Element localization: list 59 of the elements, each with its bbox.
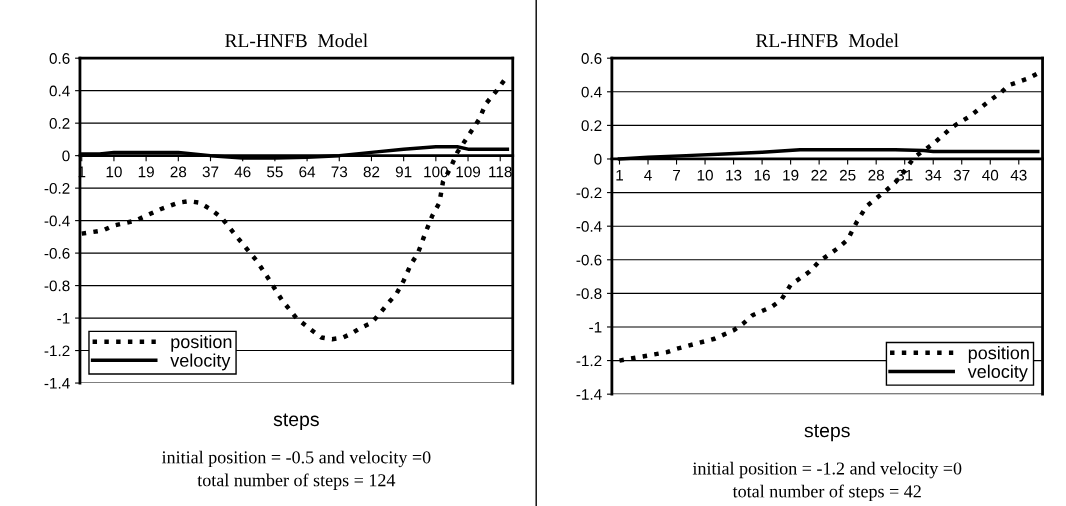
x-tick-label: 16	[754, 169, 770, 181]
x-tick-label: 46	[234, 166, 251, 178]
y-tick-label: -1.4	[44, 378, 70, 389]
x-tick-label: 13	[726, 169, 742, 181]
text: initial position = -1.2 and velocity =0	[692, 461, 962, 479]
x-tick-label: 28	[868, 169, 885, 181]
legend-label: velocity	[170, 353, 231, 371]
legend-label: position	[171, 334, 232, 352]
x-tick-label: 10	[106, 166, 122, 178]
y-tick-label: -1.2	[576, 355, 602, 367]
x-tick-label: 19	[783, 169, 799, 181]
chart-title: RL-HNFB Model	[225, 33, 368, 48]
x-tick-label: 55	[267, 166, 283, 178]
x-tick-label: 25	[839, 169, 856, 181]
x-axis-title: steps	[804, 424, 850, 442]
y-tick-label: 0	[62, 150, 70, 162]
y-tick-label: -0.2	[576, 187, 602, 199]
x-axis-title: steps	[273, 413, 319, 431]
y-tick-label: -1.4	[576, 389, 602, 400]
legend-label: velocity	[967, 364, 1028, 382]
y-tick-label: 0.4	[581, 86, 602, 98]
y-tick-label: 0.4	[49, 85, 70, 97]
y-tick-label: -0.4	[576, 221, 602, 232]
x-tick-label: 43	[1010, 169, 1027, 181]
x-tick-label: 1	[616, 169, 623, 181]
y-tick-label: 0.2	[49, 118, 70, 129]
y-tick-label: -1	[589, 322, 602, 333]
x-tick-label: 19	[138, 166, 154, 178]
x-tick-label: 7	[673, 169, 681, 181]
x-tick-label: 4	[644, 169, 652, 181]
x-tick-label: 64	[299, 166, 316, 178]
y-tick-label: 0.6	[581, 53, 602, 64]
y-tick-label: -0.8	[576, 288, 602, 300]
text: total number of steps = 124	[197, 473, 396, 490]
x-tick-label: 73	[331, 166, 348, 178]
legend-label: position	[968, 346, 1029, 363]
y-tick-label: 0.6	[49, 53, 70, 64]
x-tick-label: 10	[697, 169, 713, 181]
chart-title: RL-HNFB Model	[755, 33, 899, 48]
y-tick-label: -0.2	[44, 183, 70, 194]
x-tick-label: 109	[456, 166, 481, 178]
x-tick-label: 91	[395, 166, 412, 178]
y-tick-label: -0.6	[44, 247, 70, 259]
text: total number of steps = 42	[732, 484, 921, 502]
y-tick-label: 0.2	[581, 120, 602, 132]
y-tick-label: -0.4	[44, 215, 70, 227]
x-tick-label: 37	[953, 169, 970, 181]
x-tick-label: 28	[170, 166, 187, 178]
x-tick-label: 22	[811, 169, 827, 181]
y-tick-label: -1.2	[44, 345, 70, 357]
text: initial position = -0.5 and velocity =0	[161, 450, 431, 468]
y-tick-label: -0.8	[44, 280, 70, 292]
x-tick-label: 34	[925, 169, 942, 181]
y-tick-label: 0	[594, 153, 602, 165]
y-tick-label: -1	[57, 313, 70, 324]
x-tick-label: 37	[202, 166, 219, 178]
x-tick-label: 82	[363, 166, 380, 178]
x-tick-label: 40	[982, 169, 999, 181]
y-tick-label: -0.6	[576, 254, 602, 266]
